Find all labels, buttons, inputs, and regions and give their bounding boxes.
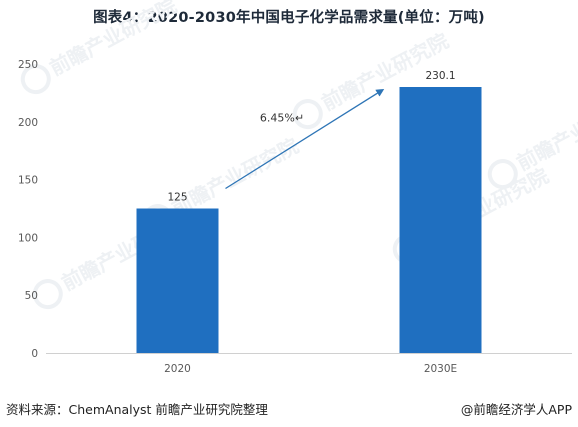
y-tick-label: 0 xyxy=(31,348,38,360)
watermark-logo-icon xyxy=(292,99,323,130)
bar-2020 xyxy=(136,208,219,353)
bars: 125 230.1 xyxy=(136,70,482,354)
y-tick-label: 250 xyxy=(18,59,38,71)
growth-rate-label: 6.45%↵ xyxy=(260,111,304,124)
growth-arrow xyxy=(225,88,385,190)
chart-title: 图表4：2020-2030年中国电子化学品需求量(单位：万吨) xyxy=(93,10,485,26)
data-label: 125 xyxy=(167,192,187,204)
watermark-logo-icon xyxy=(32,279,63,310)
source-note: 资料来源：ChemAnalyst 前瞻产业研究院整理 xyxy=(6,402,268,417)
x-tick-label: 2020 xyxy=(164,363,191,375)
y-axis: 0 50 100 150 200 250 xyxy=(18,59,38,360)
data-label: 230.1 xyxy=(425,70,455,82)
watermark-text: 前瞻产业研究院 xyxy=(513,88,578,175)
watermark-logo-icon xyxy=(20,64,51,95)
watermark-text: 前瞻产业研究院 xyxy=(46,0,181,80)
bar-2030E xyxy=(399,87,482,354)
x-tick-label: 2030E xyxy=(424,363,457,375)
growth-annotation: 6.45%↵ xyxy=(225,88,385,190)
y-tick-label: 100 xyxy=(18,232,38,244)
y-tick-label: 50 xyxy=(25,290,38,302)
watermark-logo-icon xyxy=(487,159,518,190)
watermarks: 前瞻产业研究院前瞻产业研究院前瞻产业研究院前瞻产业研究院前瞻产业研究院前瞻产业研… xyxy=(20,0,578,310)
brand-credit: @前瞻经济学人APP xyxy=(460,402,572,417)
y-tick-label: 150 xyxy=(18,175,38,187)
watermark-text: 前瞻产业研究院 xyxy=(168,133,303,220)
x-axis: 2020 2030E xyxy=(46,353,572,375)
y-tick-label: 200 xyxy=(18,117,38,129)
